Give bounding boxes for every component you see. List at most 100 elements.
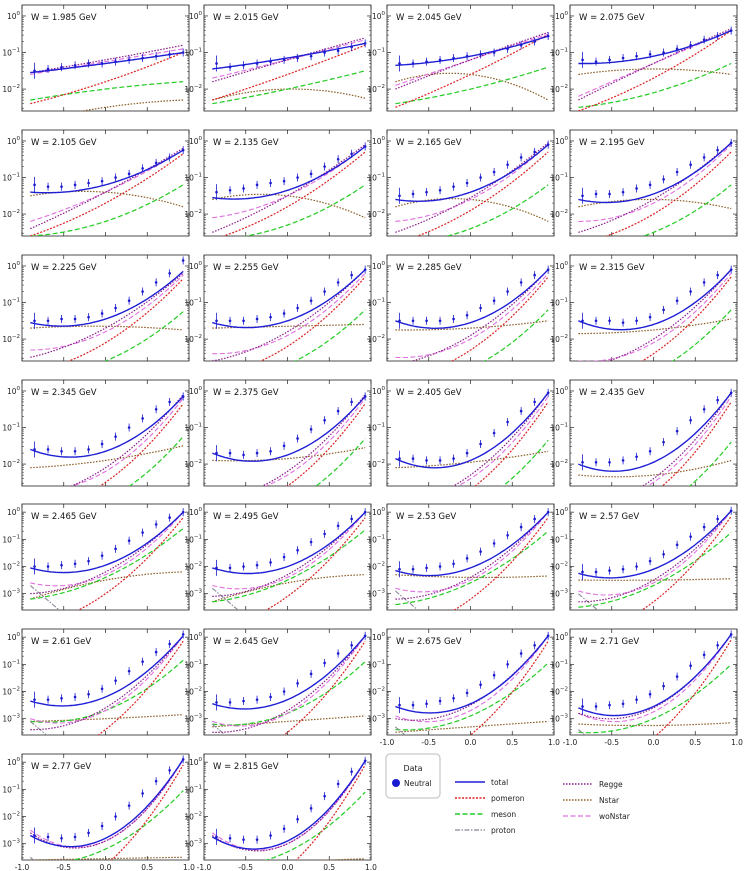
data-point [635,698,638,701]
data-point [350,517,353,521]
data-point [228,65,232,69]
panel-title: W = 2.53 GeV [396,512,456,522]
y-tick-label: 100 [372,632,386,642]
data-point [309,428,313,431]
data-point [154,523,158,526]
data-point [114,60,117,63]
data-point [296,682,299,685]
data-point [127,172,131,176]
data-point [452,697,455,700]
panel-frame [21,753,190,861]
legend-wonstar-label: woNstar [599,812,631,821]
y-tick-label: 10−2 [550,459,568,469]
data-point [168,156,171,159]
data-point [702,407,706,411]
data-point [363,510,367,514]
data-point [608,58,611,62]
data-point [675,675,679,678]
data-point [398,62,401,65]
data-point [269,315,272,319]
nstar-curve [578,459,732,478]
data-point [309,672,313,676]
data-point [519,156,523,159]
y-tick-label: 10−2 [367,562,385,572]
regge-curve [211,760,366,852]
y-tick-label: 10−2 [550,562,568,572]
data-point [438,699,442,703]
x-tick-label: 0.5 [506,738,518,747]
data-point [296,56,299,60]
data-point [492,542,496,545]
total-curve [578,269,732,331]
y-tick-label: 10−1 [550,659,568,669]
data-point [506,663,509,666]
x-tick-label: -1.0 [380,738,395,747]
data-point [33,448,36,451]
data-point [336,524,340,528]
data-point [215,62,218,65]
data-point [519,409,523,413]
pomeron-curve [264,517,366,610]
data-point [228,189,232,192]
data-point [519,525,523,529]
panel-title: W = 2.345 GeV [31,388,97,398]
panel-title: W = 2.815 GeV [213,762,279,772]
x-tick-label: 0.5 [689,738,701,747]
panel-curves [29,755,185,860]
y-tick-label: 10−3 [2,839,20,849]
wonstar-curve [578,634,732,723]
wonstar-curve [30,635,184,724]
data-point [282,312,286,315]
panel-curves [578,265,733,361]
data-point [621,190,625,194]
data-point [662,440,665,444]
data-point [621,321,625,324]
y-tick-label: 10−3 [367,589,385,599]
y-tick-label: 100 [7,757,21,767]
panel: 10−3 10−2 10−1 100 W = 2.645 GeV [184,628,372,736]
x-tick-label: 0.0 [648,738,660,747]
data-point [181,510,185,514]
panel-curves [395,31,550,108]
total-curve [30,270,184,327]
data-point [242,187,245,190]
data-point [398,457,401,460]
meson-curve [242,184,366,236]
x-tick-label: -0.5 [56,863,71,871]
meson-curve [502,439,549,486]
data-point [465,451,469,455]
legend: Data Neutral total pomeron meson proton Regg… [385,753,631,835]
data-point [100,824,104,828]
data-point [141,56,144,60]
data-point [546,510,550,514]
data-point [46,835,50,839]
data-point [114,679,117,682]
data-point [181,148,185,152]
data-point [296,817,299,821]
y-tick-label: 100 [555,261,569,271]
data-point [594,570,598,574]
panel-title: W = 2.135 GeV [213,138,279,148]
wonstar-curve [212,635,366,727]
data-point [87,315,90,319]
data-point [648,315,652,319]
data-point [729,633,733,636]
y-tick-label: 100 [7,136,21,146]
data-point [141,660,144,663]
data-point [141,290,144,293]
y-tick-label: 10−2 [184,687,202,697]
data-point [465,181,469,185]
data-point [336,157,340,161]
data-point [114,306,117,310]
data-point [309,172,313,176]
panel-curves [29,630,185,735]
y-tick-label: 10−1 [2,298,20,308]
data-point [33,698,36,701]
y-tick-label: 10−2 [184,459,202,469]
y-tick-label: 10−2 [2,209,20,219]
y-tick-label: 100 [7,386,21,396]
y-tick-label: 100 [372,261,386,271]
data-point [398,703,401,707]
panel-title: W = 2.61 GeV [31,637,91,647]
